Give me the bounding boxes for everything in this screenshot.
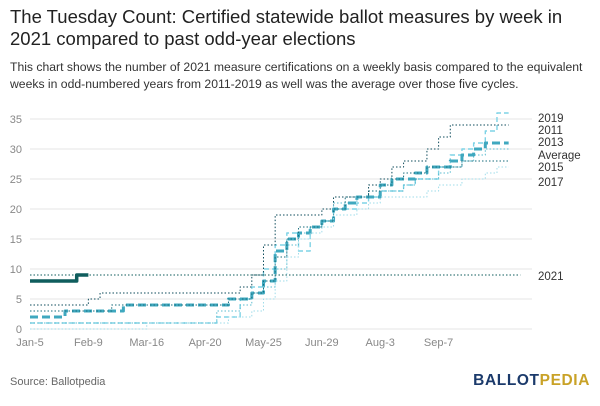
chart-subtitle: This chart shows the number of 2021 meas… (10, 60, 583, 91)
source-note: Source: Ballotpedia (10, 376, 106, 388)
x-tick-label-sep-7: Sep-7 (424, 337, 453, 349)
y-tick-label-25: 25 (10, 174, 22, 186)
series-line-2011 (30, 124, 509, 306)
series-line-2021 (30, 273, 89, 283)
end-label-2011: 2011 (538, 125, 563, 137)
y-tick-label-10: 10 (10, 264, 22, 276)
series-line-average (30, 141, 509, 319)
end-label-2021: 2021 (538, 271, 564, 283)
series-line-2019 (30, 112, 509, 324)
ballotpedia-logo: BALLOTPEDIA (473, 372, 590, 390)
x-tick-label-feb-9: Feb-9 (74, 337, 103, 349)
chart-title: The Tuesday Count: Certified statewide b… (10, 6, 563, 49)
x-tick-label-jun-29: Jun-29 (305, 337, 339, 349)
series-line-2013 (30, 148, 509, 324)
end-label-average: Average (538, 150, 581, 162)
x-tick-label-mar-16: Mar-16 (129, 337, 164, 349)
x-tick-label-jan-5: Jan-5 (16, 337, 44, 349)
x-tick-label-may-25: May-25 (245, 337, 282, 349)
y-tick-label-5: 5 (16, 294, 22, 306)
y-tick-label-0: 0 (16, 324, 22, 336)
x-tick-label-aug-3: Aug-3 (366, 337, 395, 349)
end-label-2015: 2015 (538, 162, 564, 174)
end-label-2013: 2013 (538, 137, 564, 149)
end-label-2017: 2017 (538, 177, 564, 189)
y-tick-label-30: 30 (10, 144, 22, 156)
logo-part-ballot: BALLOT (473, 372, 540, 389)
series-line-2017 (30, 166, 509, 330)
end-label-2019: 2019 (538, 113, 564, 125)
y-tick-label-15: 15 (10, 234, 22, 246)
series-line-2015 (30, 160, 509, 312)
y-tick-label-35: 35 (10, 114, 22, 126)
y-tick-label-20: 20 (10, 204, 22, 216)
logo-part-pedia: PEDIA (539, 372, 590, 389)
x-tick-label-apr-20: Apr-20 (189, 337, 222, 349)
